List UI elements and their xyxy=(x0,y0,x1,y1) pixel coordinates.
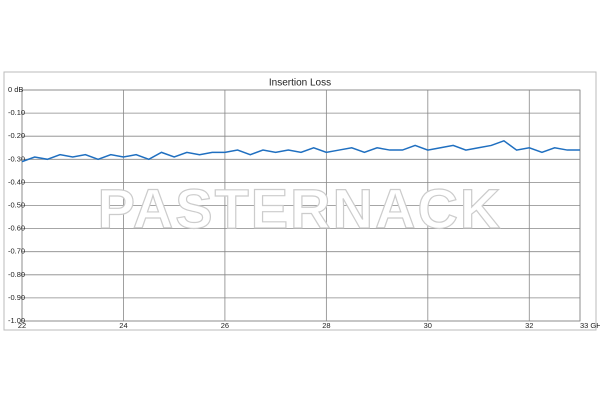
y-tick-label: -0.10 xyxy=(8,108,25,117)
y-tick-label: -0.20 xyxy=(8,131,25,140)
y-tick-label: 0 dB xyxy=(8,85,23,94)
y-tick-label: -0.60 xyxy=(8,224,25,233)
chart-frame xyxy=(3,71,597,331)
y-tick-label: -0.90 xyxy=(8,293,25,302)
y-tick-label: -0.70 xyxy=(8,247,25,256)
x-tick-label: 32 xyxy=(525,321,533,330)
data-line xyxy=(21,139,580,163)
x-tick-label: 33 GHz xyxy=(580,321,600,330)
x-tick-label: 30 xyxy=(424,321,432,330)
y-tick-label: -0.30 xyxy=(8,154,25,163)
plot-area xyxy=(21,89,581,322)
y-tick-label: -0.80 xyxy=(8,270,25,279)
chart-title: Insertion Loss xyxy=(269,78,331,89)
y-tick-label: -1.00 xyxy=(8,316,25,325)
y-tick-label: -0.40 xyxy=(8,177,25,186)
y-tick-label: -0.50 xyxy=(8,200,25,209)
x-tick-label: 28 xyxy=(322,321,330,330)
x-tick-label: 22 xyxy=(18,321,26,330)
x-tick-label: 26 xyxy=(221,321,229,330)
x-tick-label: 24 xyxy=(119,321,127,330)
watermark: PASTERNACK xyxy=(98,177,503,240)
